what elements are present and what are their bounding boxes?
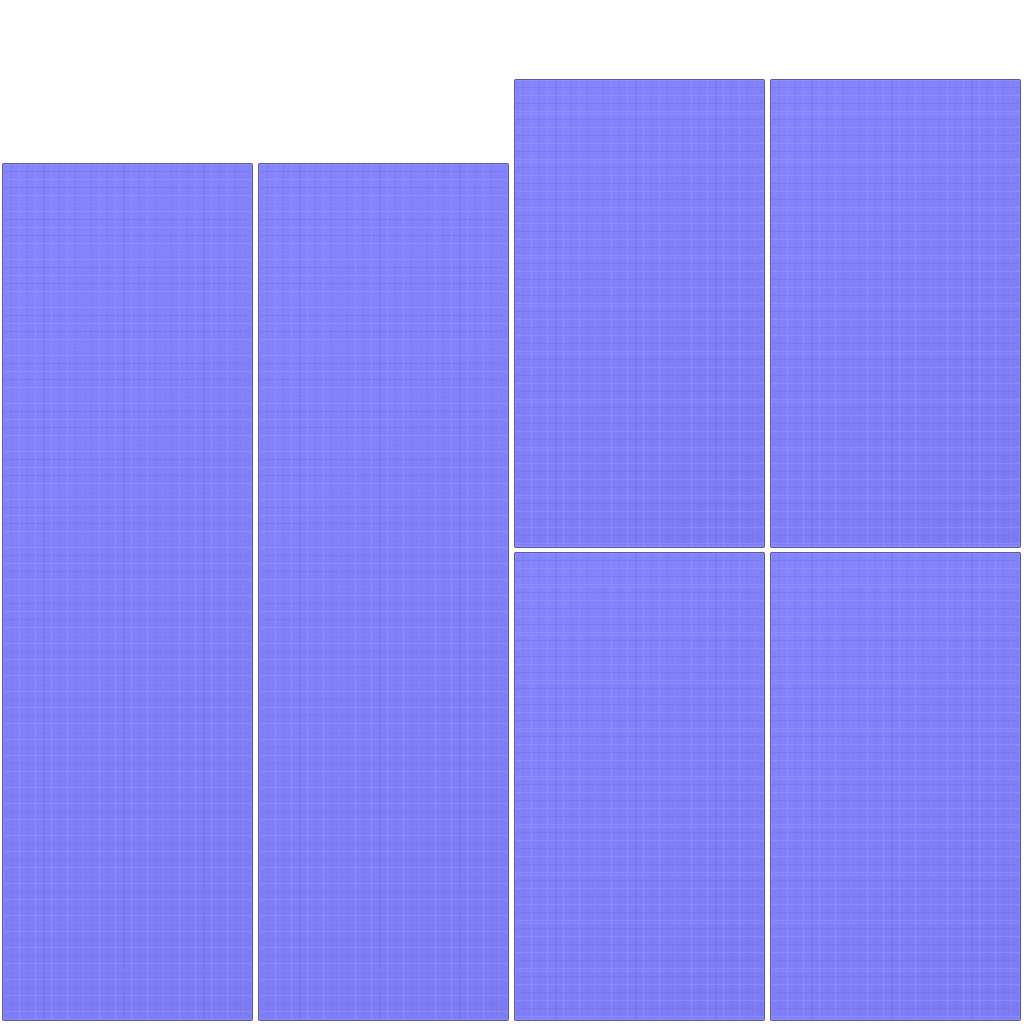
normal-map-panel-bottom-right-quadrant bbox=[770, 552, 1021, 1021]
normal-map-panel-tall-left bbox=[2, 163, 253, 1021]
normal-map-panel-bottom-left-quadrant bbox=[514, 552, 765, 1021]
normal-map-panel-top-left-quadrant bbox=[514, 79, 765, 548]
normal-map-panel-tall-center bbox=[258, 163, 509, 1021]
normal-map-panel-top-right-quadrant bbox=[770, 79, 1021, 548]
